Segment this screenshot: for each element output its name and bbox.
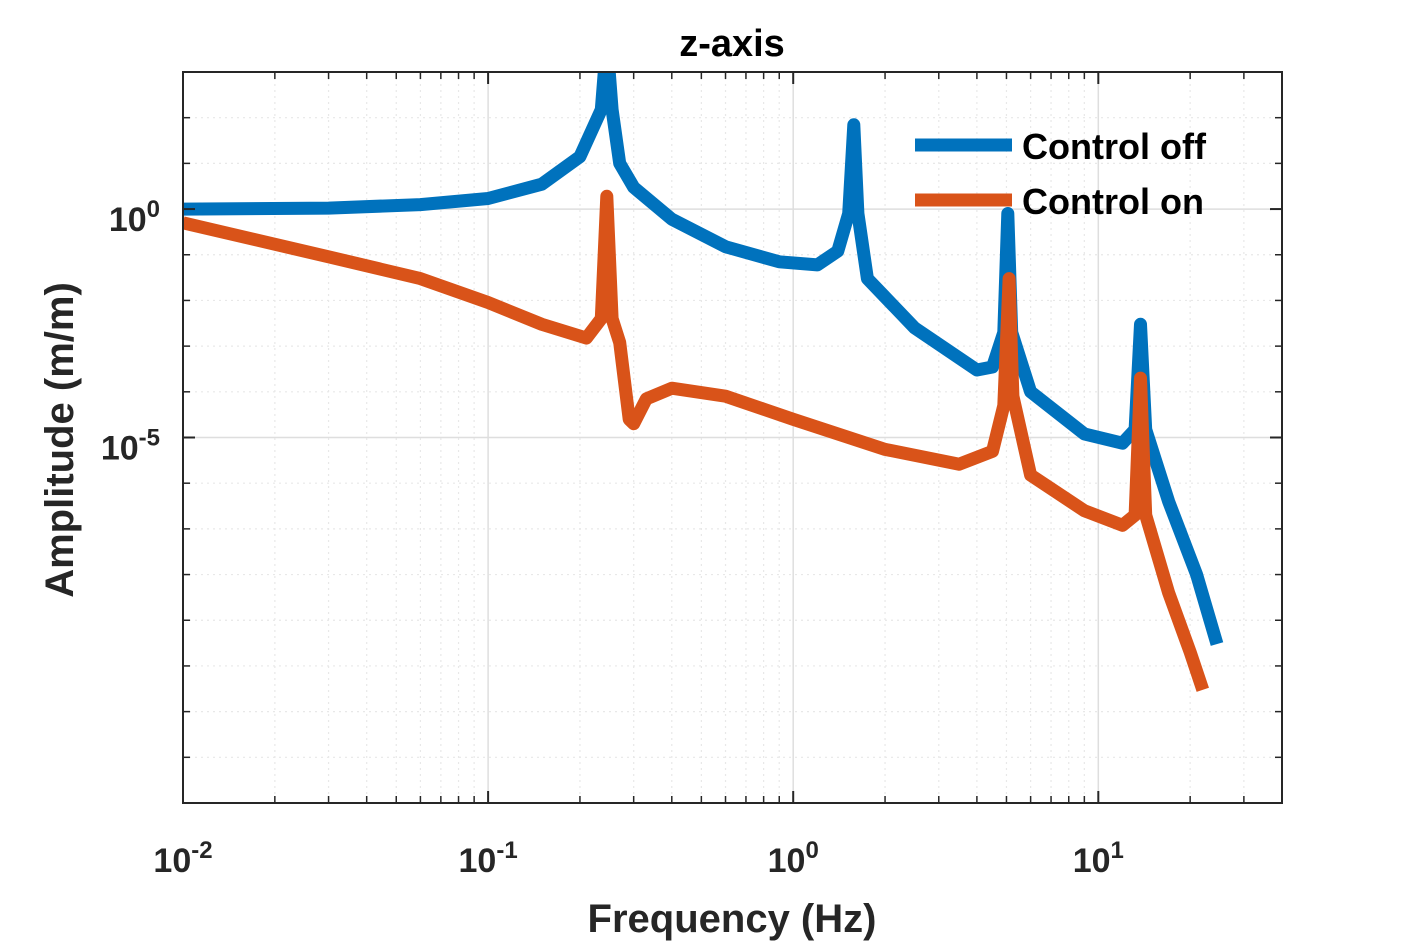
x-tick-labels: 10-2 10-1 100 101 bbox=[153, 837, 1123, 880]
x-tick-label: 10-2 bbox=[153, 837, 212, 880]
series-layer bbox=[183, 72, 1224, 692]
legend: Control off Control on bbox=[915, 126, 1207, 222]
x-tick-label: 101 bbox=[1073, 837, 1124, 880]
series-line-control-off bbox=[183, 72, 1224, 646]
y-tick-label: 100 bbox=[109, 196, 160, 239]
tick-marks bbox=[182, 72, 1283, 803]
x-tick-label: 100 bbox=[768, 837, 819, 880]
x-tick-label: 10-1 bbox=[459, 837, 518, 880]
series-line-control-on bbox=[183, 189, 1209, 692]
legend-label-control-off: Control off bbox=[1022, 126, 1207, 167]
y-tick-label: 10-5 bbox=[101, 425, 160, 468]
legend-label-control-on: Control on bbox=[1022, 181, 1204, 222]
x-axis-label: Frequency (Hz) bbox=[588, 897, 877, 941]
chart-title: z-axis bbox=[679, 23, 785, 65]
y-tick-labels: 100 10-5 bbox=[101, 196, 160, 467]
y-axis-label: Amplitude (m/m) bbox=[38, 282, 82, 598]
